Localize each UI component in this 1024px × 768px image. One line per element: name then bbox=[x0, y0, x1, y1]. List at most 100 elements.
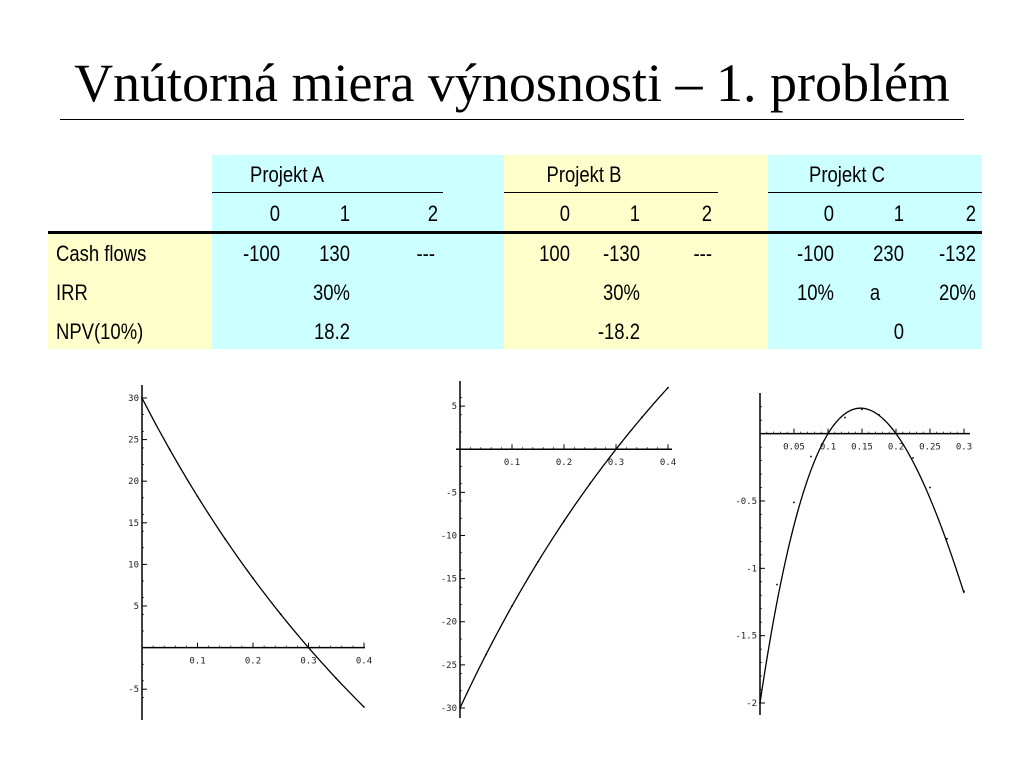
x-tick-label: 0.15 bbox=[851, 443, 873, 453]
npv-chart-project-c: -0.5 -1 -1.5 -2 0.05 0.1 0.15 0.2 0.25 0.3 bbox=[735, 390, 980, 720]
data-point bbox=[861, 408, 863, 411]
x-tick-label: 0.3 bbox=[956, 443, 972, 453]
data-point bbox=[641, 416, 643, 419]
data-point bbox=[895, 432, 897, 435]
row-label-irr: IRR bbox=[56, 280, 88, 305]
table-cell: --- bbox=[416, 241, 435, 266]
period-header: 1 bbox=[629, 201, 640, 226]
project-c-name: Projekt C bbox=[808, 162, 885, 187]
npv-curve bbox=[759, 407, 965, 704]
data-point bbox=[946, 537, 948, 540]
data-point bbox=[485, 653, 487, 656]
table-cell: 18.2 bbox=[314, 319, 350, 344]
table-body-rule bbox=[48, 231, 982, 234]
data-point bbox=[459, 707, 461, 709]
table-cell: 230 bbox=[873, 241, 904, 266]
data-point bbox=[912, 457, 914, 459]
project-b-header-rule bbox=[504, 192, 718, 193]
x-tick-label: 0.4 bbox=[356, 657, 372, 667]
npv-chart-project-b: 5 -5 -10 -15 -20 -25 -30 0.1 0.2 0.3 0.4 bbox=[440, 378, 680, 723]
x-tick-label: 0.3 bbox=[300, 657, 316, 667]
y-tick-label: -5 bbox=[446, 488, 457, 498]
y-tick-label: -15 bbox=[441, 575, 457, 585]
data-point bbox=[307, 646, 310, 649]
period-header: 0 bbox=[559, 201, 570, 226]
data-point bbox=[363, 706, 365, 708]
table-cell: 130 bbox=[319, 241, 350, 266]
x-tick-label: 0.4 bbox=[660, 458, 676, 468]
y-tick-label: 5 bbox=[452, 402, 457, 412]
project-b-body-bg bbox=[504, 232, 768, 349]
npv-curve bbox=[459, 387, 669, 709]
x-tick-label: 0.25 bbox=[919, 443, 941, 453]
data-point bbox=[878, 413, 880, 416]
data-point bbox=[759, 702, 761, 704]
data-point bbox=[335, 677, 338, 680]
data-point bbox=[511, 605, 513, 607]
table-cell: -130 bbox=[603, 241, 640, 266]
table-cell: 30% bbox=[313, 280, 350, 305]
data-point bbox=[168, 448, 171, 451]
period-header: 0 bbox=[823, 201, 834, 226]
x-tick-label: 0.2 bbox=[888, 443, 904, 453]
data-point bbox=[196, 495, 199, 498]
data-point bbox=[224, 538, 227, 541]
table-cell: -100 bbox=[797, 241, 834, 266]
project-a-body-bg bbox=[212, 232, 504, 349]
row-label-npv: NPV(10%) bbox=[56, 319, 144, 344]
x-tick-label: 0.2 bbox=[556, 458, 572, 468]
table-cell: 100 bbox=[539, 241, 570, 266]
period-header: 1 bbox=[893, 201, 904, 226]
project-c-body-bg bbox=[768, 232, 982, 349]
cash-flow-table: Projekt A Projekt B Projekt C 0 1 2 0 1 … bbox=[0, 0, 1024, 360]
npv-chart-project-a: -5 5 10 15 20 25 30 0.1 0.2 0.3 0.4 bbox=[120, 380, 372, 725]
table-cell: -100 bbox=[243, 241, 280, 266]
period-header: 2 bbox=[965, 201, 976, 226]
y-tick-label: -20 bbox=[441, 618, 457, 628]
period-header: 2 bbox=[701, 201, 712, 226]
data-point bbox=[776, 583, 778, 586]
table-cell: 30% bbox=[603, 280, 640, 305]
data-point bbox=[615, 448, 617, 451]
data-point bbox=[827, 432, 829, 435]
y-tick-label: -5 bbox=[128, 685, 139, 695]
data-point bbox=[844, 416, 846, 419]
data-point bbox=[563, 520, 565, 522]
data-point bbox=[589, 482, 591, 485]
x-tick-label: 0.3 bbox=[608, 458, 624, 468]
project-c-header-rule bbox=[768, 192, 982, 193]
y-tick-label: 30 bbox=[128, 394, 139, 404]
data-point bbox=[667, 386, 669, 389]
data-point bbox=[252, 577, 254, 580]
data-point bbox=[810, 455, 812, 458]
data-point bbox=[141, 397, 143, 399]
data-point bbox=[279, 613, 282, 616]
data-point bbox=[537, 560, 539, 563]
y-tick-label: -1.5 bbox=[735, 632, 757, 642]
x-tick-label: 0.2 bbox=[245, 657, 261, 667]
y-tick-label: 10 bbox=[128, 560, 139, 570]
y-tick-label: 25 bbox=[128, 436, 139, 446]
data-point bbox=[793, 501, 795, 504]
project-b-header-bg bbox=[504, 155, 768, 232]
y-tick-label: 5 bbox=[134, 602, 139, 612]
project-a-name: Projekt A bbox=[250, 162, 324, 187]
row-label-cash-flows: Cash flows bbox=[56, 241, 147, 266]
table-cell: 20% bbox=[939, 280, 976, 305]
x-tick-label: 0.1 bbox=[189, 657, 205, 667]
table-cell: -132 bbox=[939, 241, 976, 266]
period-header: 2 bbox=[427, 201, 438, 226]
project-b-name: Projekt B bbox=[546, 162, 622, 187]
table-cell: 10% bbox=[797, 280, 834, 305]
table-cell: a bbox=[869, 280, 881, 305]
x-tick-label: 0.1 bbox=[820, 443, 836, 453]
period-header: 0 bbox=[269, 201, 280, 226]
y-tick-label: -25 bbox=[441, 661, 457, 671]
project-a-header-rule bbox=[212, 192, 443, 193]
labels-body-bg bbox=[48, 232, 212, 349]
y-tick-label: -2 bbox=[746, 699, 757, 709]
project-a-header-bg bbox=[212, 155, 504, 232]
y-tick-label: -1 bbox=[746, 564, 757, 574]
y-tick-label: 15 bbox=[128, 519, 139, 529]
data-point bbox=[963, 590, 965, 593]
